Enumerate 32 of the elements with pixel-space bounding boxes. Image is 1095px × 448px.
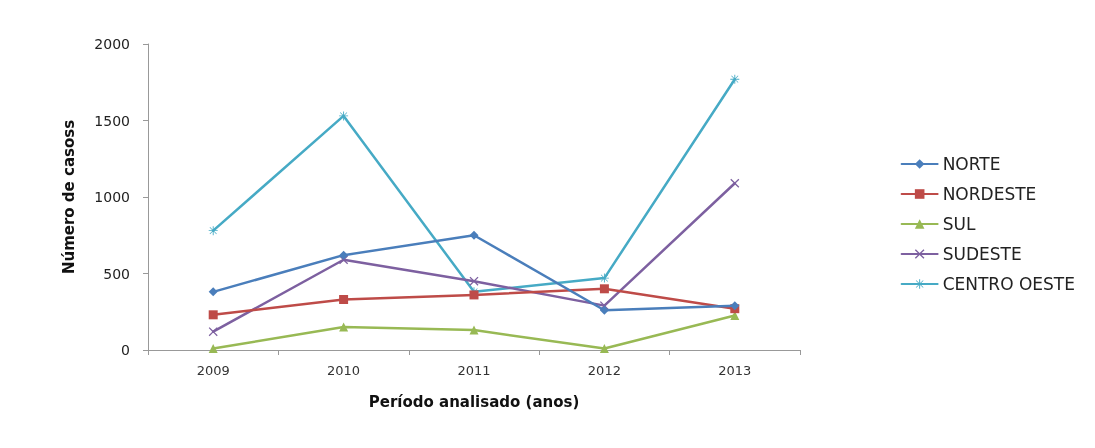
y-tick-label: 1500 xyxy=(94,112,130,129)
point xyxy=(599,305,609,315)
y-tick-label: 500 xyxy=(103,265,130,282)
x-tick-label: 2009 xyxy=(196,363,230,378)
legend-label: NORDESTE xyxy=(942,184,1037,204)
point xyxy=(469,325,479,335)
point xyxy=(208,310,218,320)
point xyxy=(208,287,218,297)
y-axis-title: Número de casoss xyxy=(59,119,78,275)
y-tick-label: 0 xyxy=(121,342,130,358)
point xyxy=(469,230,479,240)
point xyxy=(730,74,740,84)
x-tick-label: 2013 xyxy=(718,363,752,378)
point xyxy=(208,327,218,337)
legend-label: SUL xyxy=(942,214,976,234)
legend-label: NORTE xyxy=(942,154,1001,174)
x-tick-label: 2012 xyxy=(587,363,621,378)
legend-label: CENTRO OESTE xyxy=(942,274,1076,294)
x-tick-label: 2011 xyxy=(457,363,491,378)
point xyxy=(208,343,218,353)
point xyxy=(339,250,349,260)
point xyxy=(469,276,479,286)
legend-label: SUDESTE xyxy=(942,244,1022,264)
point xyxy=(599,343,609,353)
point xyxy=(339,322,349,332)
y-tick-label: 2000 xyxy=(94,36,130,52)
point xyxy=(208,226,218,236)
y-tick-label: 1000 xyxy=(94,189,130,205)
point xyxy=(339,295,349,305)
x-tick-label: 2010 xyxy=(327,363,361,378)
point xyxy=(599,284,609,294)
x-axis-title: Período analisado (anos) xyxy=(368,392,580,411)
